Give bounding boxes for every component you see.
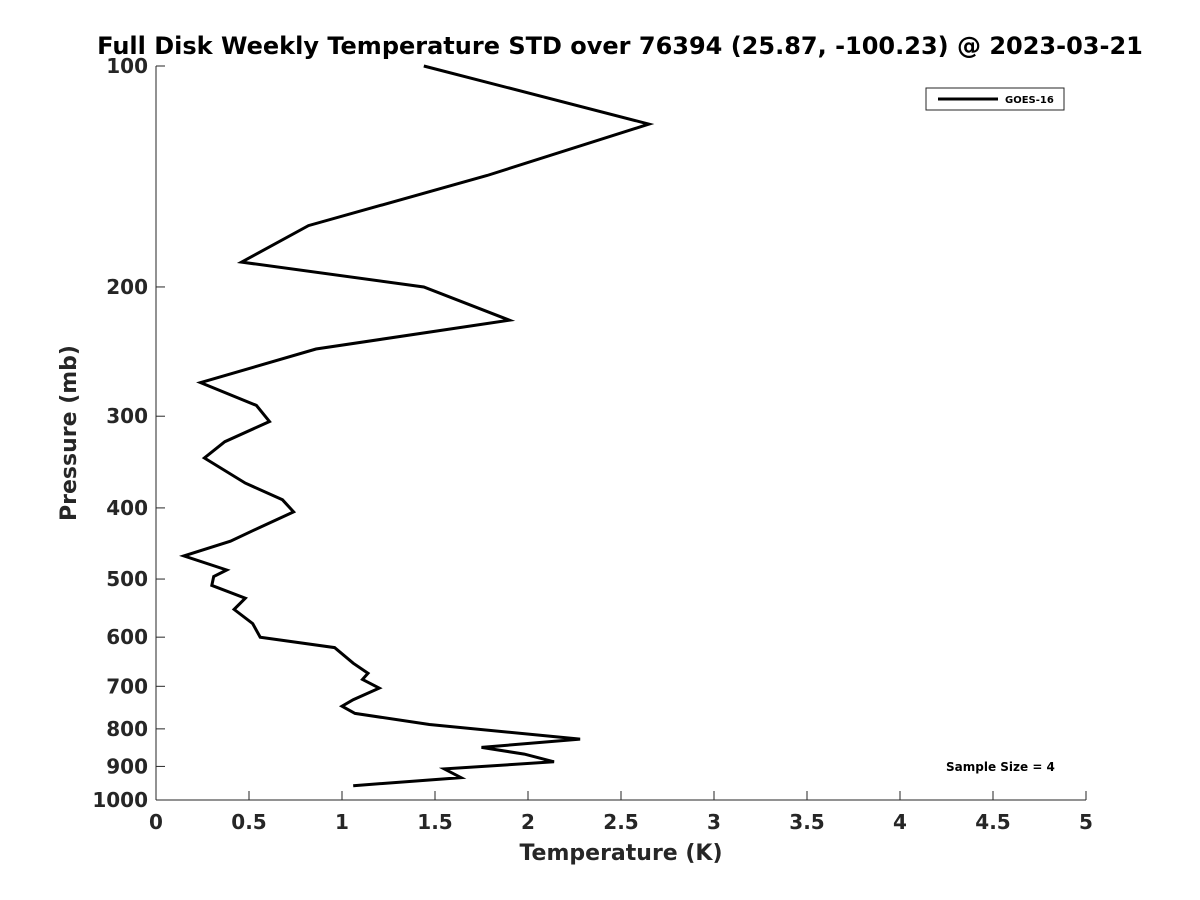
y-tick-label: 200	[106, 275, 148, 299]
y-axis-label: Pressure (mb)	[57, 345, 82, 521]
chart-title: Full Disk Weekly Temperature STD over 76…	[97, 32, 1143, 60]
x-tick-label: 1.5	[417, 810, 452, 834]
y-tick-label: 500	[106, 567, 148, 591]
y-tick-label: 800	[106, 717, 148, 741]
y-ticks: 100 200 300 400 500 600 700 800 900 1000	[92, 54, 165, 812]
legend: GOES-16	[925, 87, 1065, 111]
y-tick-label: 400	[106, 496, 148, 520]
x-tick-label: 0	[149, 810, 163, 834]
legend-label-goes-16: GOES-16	[1005, 95, 1054, 106]
y-tick-label: 700	[106, 674, 148, 698]
x-tick-label: 2.5	[603, 810, 638, 834]
x-tick-label: 3	[707, 810, 721, 834]
y-tick-label: 300	[106, 404, 148, 428]
x-ticks: 0 0.5 1 1.5 2 2.5 3 3.5 4 4.5 5	[149, 791, 1093, 834]
x-tick-label: 1	[335, 810, 349, 834]
series-group	[179, 64, 655, 788]
y-tick-label: 1000	[92, 788, 148, 812]
x-axis-label: Temperature (K)	[519, 841, 722, 866]
x-tick-label: 0.5	[231, 810, 266, 834]
x-tick-label: 2	[521, 810, 535, 834]
y-tick-label: 600	[106, 625, 148, 649]
x-tick-label: 4.5	[975, 810, 1010, 834]
y-tick-label: 900	[106, 754, 148, 778]
axes	[155, 66, 1086, 801]
x-tick-label: 4	[893, 810, 907, 834]
series-line-goes-16	[179, 64, 655, 788]
sample-size-annotation: Sample Size = 4	[946, 760, 1055, 774]
y-tick-label: 100	[106, 54, 148, 78]
x-tick-label: 5	[1079, 810, 1093, 834]
x-tick-label: 3.5	[789, 810, 824, 834]
